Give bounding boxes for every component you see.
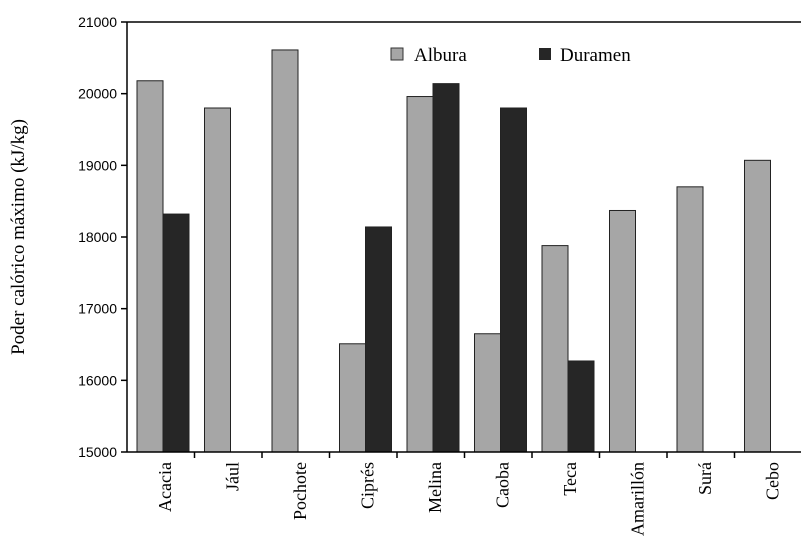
y-tick-label: 20000 [78,86,117,102]
bar-albura-9 [744,159,771,453]
legend-swatch-duramen [539,48,551,60]
x-tick-label: Teca [560,462,580,496]
bar-albura-0 [136,80,164,453]
bar-albura-5 [474,333,501,453]
bar-albura-7 [609,209,636,453]
legend-swatch-albura [390,47,404,61]
bar-duramen-3 [365,226,392,453]
x-tick-label: Melina [425,462,445,513]
legend-label-albura: Albura [414,45,467,66]
bar-albura-6 [541,245,569,453]
bar-duramen-0 [162,213,190,453]
x-tick-label: Jául [223,462,243,491]
y-tick-label: 17000 [78,301,117,317]
bar-albura-4 [406,96,434,453]
bar-duramen-6 [567,360,595,453]
y-tick-label: 15000 [78,444,117,460]
y-tick-label: 18000 [78,229,117,245]
y-tick-label: 16000 [78,372,117,388]
x-tick-label: Pochote [290,462,310,520]
bar-albura-1 [204,107,231,453]
bar-duramen-4 [432,83,460,453]
bar-albura-8 [676,186,704,453]
x-tick-label: Acacia [155,462,175,512]
bar-albura-2 [271,49,299,453]
y-tick-label: 21000 [78,14,117,30]
y-tick-label: 19000 [78,157,117,173]
legend-label-duramen: Duramen [560,45,631,66]
x-tick-label: Surá [695,462,715,495]
y-axis-ticks: 15000 16000 17000 18000 19000 20000 21000 [78,14,127,460]
x-axis-labels: Acacia Jául Pochote Ciprés Melina Caoba Teca Am… [155,452,783,536]
bars [136,49,771,453]
legend: Albura Duramen [390,45,631,66]
x-tick-label: Amarillón [628,462,648,536]
y-axis-label: Poder calórico máximo (kJ/kg) [8,119,29,355]
x-tick-label: Ciprés [358,462,378,509]
x-tick-label: Caoba [493,462,513,508]
bar-duramen-5 [500,107,527,453]
bar-albura-3 [339,343,366,453]
x-tick-label: Cebo [763,462,783,500]
